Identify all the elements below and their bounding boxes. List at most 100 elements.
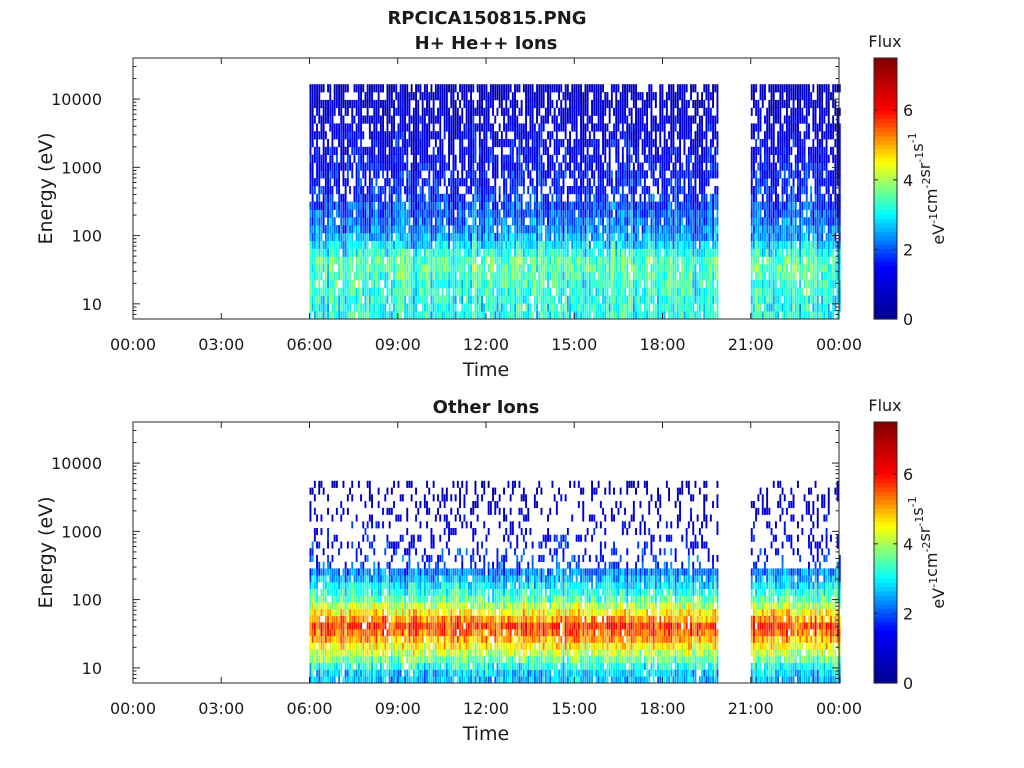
spectrogram-cell bbox=[586, 186, 589, 195]
spectrogram-cell bbox=[379, 131, 382, 140]
spectrogram-cell bbox=[379, 295, 382, 304]
spectrogram-cell bbox=[672, 217, 675, 226]
spectrogram-cell bbox=[547, 287, 549, 296]
spectrogram-cell bbox=[417, 264, 420, 273]
spectrogram-cell bbox=[401, 248, 404, 257]
spectrogram-cell bbox=[683, 287, 686, 296]
spectrogram-cell bbox=[685, 107, 688, 116]
spectrogram-cell bbox=[509, 256, 512, 265]
spectrogram-cell bbox=[661, 92, 664, 101]
spectrogram-cell bbox=[417, 256, 420, 265]
spectrogram-cell bbox=[709, 201, 712, 210]
spectrogram-cell bbox=[542, 248, 545, 257]
spectrogram-cell bbox=[368, 115, 371, 124]
spectrogram-cell bbox=[538, 311, 541, 320]
spectrogram-cell bbox=[683, 248, 686, 257]
spectrogram-cell bbox=[573, 123, 576, 132]
spectrogram-cell bbox=[452, 272, 455, 281]
spectrogram-cell bbox=[681, 201, 684, 210]
spectrogram-cell bbox=[538, 162, 541, 171]
spectrogram-cell bbox=[753, 123, 755, 132]
spectrogram-cell bbox=[755, 264, 758, 273]
spectrogram-cell bbox=[492, 107, 494, 116]
spectrogram-cell bbox=[558, 311, 560, 320]
spectrogram-cell bbox=[320, 162, 323, 171]
spectrogram-cell bbox=[547, 115, 549, 124]
spectrogram-cell bbox=[335, 279, 338, 289]
spectrogram-cell bbox=[531, 107, 534, 116]
spectrogram-cell bbox=[318, 201, 321, 210]
spectrogram-cell bbox=[318, 146, 321, 155]
spectrogram-cell bbox=[496, 139, 499, 148]
spectrogram-cell bbox=[309, 170, 312, 179]
spectrogram-cell bbox=[663, 162, 666, 171]
spectrogram-cell bbox=[619, 201, 622, 210]
spectrogram-cell bbox=[582, 225, 585, 234]
spectrogram-cell bbox=[388, 99, 391, 109]
spectrogram-cell bbox=[685, 232, 688, 242]
spectrogram-cell bbox=[547, 311, 549, 320]
spectrogram-cell bbox=[410, 170, 413, 179]
spectrogram-cell bbox=[327, 287, 329, 296]
spectrogram-cell bbox=[701, 240, 703, 249]
spectrogram-cell bbox=[368, 232, 371, 242]
spectrogram-cell bbox=[415, 84, 417, 93]
spectrogram-cell bbox=[364, 178, 367, 187]
spectrogram-cell bbox=[353, 303, 356, 312]
spectrogram-cell bbox=[604, 295, 607, 304]
spectrogram-cell bbox=[683, 123, 686, 132]
spectrogram-cell bbox=[525, 84, 527, 93]
spectrogram-cell bbox=[349, 272, 351, 281]
spectrogram-cell bbox=[322, 287, 325, 296]
spectrogram-cell bbox=[357, 92, 360, 101]
spectrogram-cell bbox=[496, 248, 499, 257]
spectrogram-cell bbox=[768, 287, 771, 296]
spectrogram-cell bbox=[525, 272, 527, 281]
spectrogram-cell bbox=[672, 99, 675, 109]
spectrogram-cell bbox=[346, 178, 349, 187]
spectrogram-cell bbox=[492, 248, 494, 257]
spectrogram-cell bbox=[694, 139, 697, 148]
spectrogram-cell bbox=[531, 232, 534, 242]
spectrogram-cell bbox=[377, 193, 380, 202]
spectrogram-cell bbox=[619, 193, 622, 202]
spectrogram-cell bbox=[606, 170, 609, 179]
spectrogram-cell bbox=[679, 209, 681, 218]
spectrogram-cell bbox=[360, 217, 362, 226]
spectrogram-cell bbox=[316, 146, 318, 155]
spectrogram-cell bbox=[683, 170, 686, 179]
spectrogram-cell bbox=[566, 92, 569, 101]
spectrogram-cell bbox=[344, 186, 347, 195]
spectrogram-cell bbox=[399, 162, 402, 171]
spectrogram-cell bbox=[525, 232, 527, 242]
spectrogram-cell bbox=[500, 287, 503, 296]
spectrogram-cell bbox=[346, 107, 349, 116]
spectrogram-cell bbox=[536, 139, 538, 148]
spectrogram-cell bbox=[450, 123, 453, 132]
spectrogram-cell bbox=[423, 92, 426, 101]
spectrogram-cell bbox=[509, 248, 512, 257]
spectrogram-cell bbox=[663, 178, 666, 187]
spectrogram-cell bbox=[768, 279, 771, 289]
spectrogram-cell bbox=[386, 201, 389, 210]
spectrogram-cell bbox=[643, 201, 646, 210]
spectrogram-cell bbox=[533, 139, 536, 148]
spectrogram-cell bbox=[529, 123, 532, 132]
spectrogram-cell bbox=[461, 178, 464, 187]
spectrogram-cell bbox=[703, 193, 706, 202]
spectrogram-cell bbox=[327, 272, 329, 281]
spectrogram-cell bbox=[351, 217, 354, 226]
spectrogram-cell bbox=[489, 279, 492, 289]
spectrogram-cell bbox=[551, 303, 554, 312]
spectrogram-cell bbox=[316, 84, 318, 93]
spectrogram-cell bbox=[509, 170, 512, 179]
spectrogram-cell bbox=[496, 287, 499, 296]
spectrogram-cell bbox=[772, 295, 775, 304]
spectrogram-cell bbox=[448, 131, 450, 140]
spectrogram-cell bbox=[318, 170, 321, 179]
spectrogram-cell bbox=[487, 287, 490, 296]
spectrogram-cell bbox=[456, 193, 459, 202]
spectrogram-cell bbox=[472, 272, 475, 281]
spectrogram-cell bbox=[500, 264, 503, 273]
spectrogram-cell bbox=[340, 107, 343, 116]
